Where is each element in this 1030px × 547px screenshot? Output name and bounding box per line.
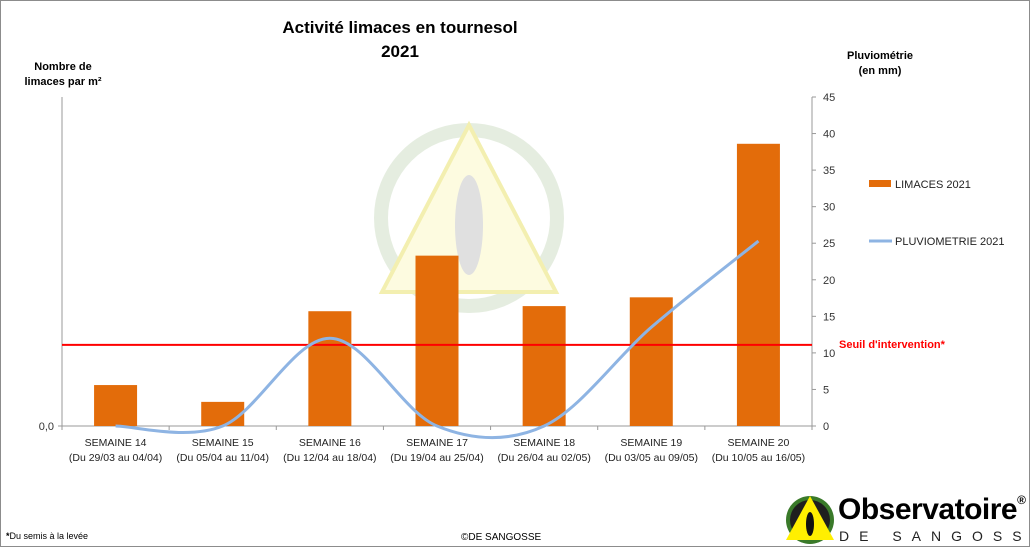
footnote-text: Du semis à la levée <box>9 531 89 541</box>
right-axis-title-line: (en mm) <box>858 65 902 77</box>
bar-limaces <box>736 143 780 426</box>
right-tick-label: 5 <box>823 384 829 396</box>
left-axis-title-line: limaces par m² <box>24 76 102 88</box>
logo-reg: ® <box>1017 493 1026 507</box>
chart-subtitle: 2021 <box>381 42 419 61</box>
right-tick-label: 15 <box>823 311 835 323</box>
copyright: ©DE SANGOSSE <box>461 532 542 543</box>
line-pluviometrie <box>115 239 760 440</box>
right-axis-title: Pluviométrie (en mm) <box>830 49 930 79</box>
left-tick-label: 0,0 <box>39 421 54 433</box>
right-tick-label: 45 <box>823 92 835 104</box>
legend-label-pluviometrie: PLUVIOMETRIE 2021 <box>895 236 1004 248</box>
x-category-label: SEMAINE 16 <box>299 437 361 449</box>
x-category-dates: (Du 26/04 au 02/05) <box>497 452 590 464</box>
bar-limaces <box>629 297 673 426</box>
threshold-label: Seuil d'intervention* <box>839 339 946 351</box>
footnote-mark: * <box>6 531 10 541</box>
right-tick-label: 35 <box>823 165 835 177</box>
right-tick-label: 0 <box>823 421 829 433</box>
right-axis-title-line: Pluviométrie <box>846 50 914 62</box>
x-category-dates: (Du 10/05 au 16/05) <box>712 452 805 464</box>
watermark-slug-icon <box>455 175 483 275</box>
right-tick-label: 40 <box>823 129 835 141</box>
x-category-label: SEMAINE 14 <box>85 437 147 449</box>
chart-title: Activité limaces en tournesol <box>282 18 518 37</box>
x-category-label: SEMAINE 20 <box>727 437 789 449</box>
x-category-label: SEMAINE 17 <box>406 437 468 449</box>
bar-limaces <box>415 255 459 426</box>
right-tick-label: 10 <box>823 348 835 360</box>
x-category-label: SEMAINE 19 <box>620 437 682 449</box>
right-tick-label: 25 <box>823 238 835 250</box>
x-category-label: SEMAINE 18 <box>513 437 575 449</box>
bar-limaces <box>94 385 138 426</box>
bar-limaces <box>308 311 352 426</box>
left-axis-title-line: Nombre de <box>34 61 92 73</box>
bar-limaces <box>201 401 245 426</box>
right-tick-label: 30 <box>823 202 835 214</box>
logo-name: Observatoire® <box>838 493 1026 526</box>
x-category-dates: (Du 19/04 au 25/04) <box>390 452 483 464</box>
x-category-dates: (Du 03/05 au 09/05) <box>605 452 698 464</box>
x-category-dates: (Du 12/04 au 18/04) <box>283 452 376 464</box>
footnote: *Du semis à la levée <box>6 531 88 542</box>
legend-swatch-limaces <box>869 180 891 187</box>
bar-limaces <box>522 306 566 426</box>
x-category-dates: (Du 29/03 au 04/04) <box>69 452 162 464</box>
x-category-label: SEMAINE 15 <box>192 437 254 449</box>
logo-sub: DE SANGOSSE <box>839 528 1030 544</box>
x-category-dates: (Du 05/04 au 11/04) <box>176 452 269 464</box>
logo-slug-icon <box>786 496 834 544</box>
left-axis-title: Nombre de limaces par m² <box>18 60 108 90</box>
legend-label-limaces: LIMACES 2021 <box>895 179 971 191</box>
logo-name-text: Observatoire <box>838 493 1018 526</box>
right-tick-label: 20 <box>823 275 835 287</box>
